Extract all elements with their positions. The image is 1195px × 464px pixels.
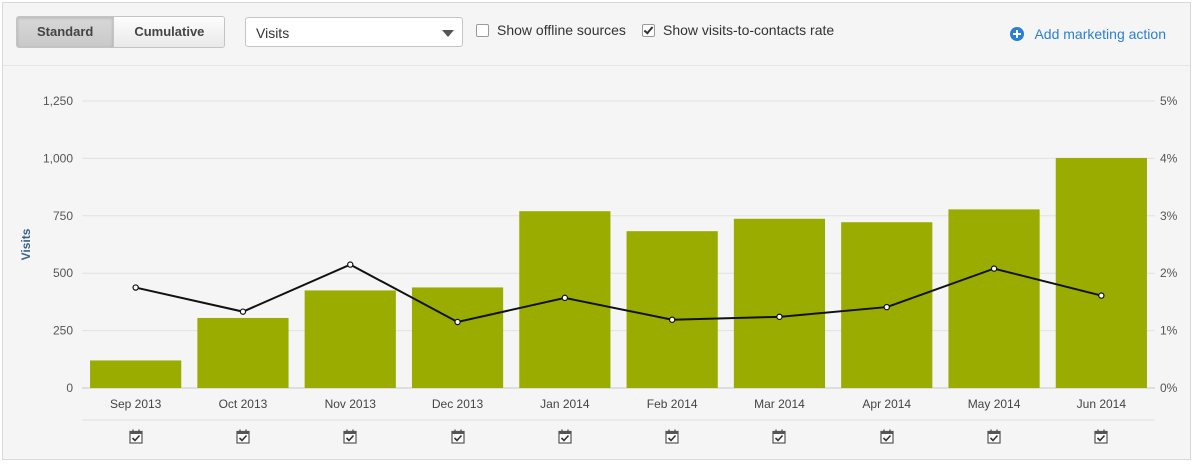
- show-offline-sources-label: Show offline sources: [497, 22, 626, 38]
- calendar-check-icon[interactable]: [129, 429, 143, 444]
- add-marketing-action-link[interactable]: Add marketing action: [1010, 26, 1166, 42]
- y-axis-title: Visits: [19, 228, 33, 260]
- rate-point: [990, 265, 998, 272]
- x-tick-label: Oct 2013: [219, 397, 268, 411]
- bar: [626, 231, 718, 388]
- bar: [197, 317, 289, 388]
- cumulative-button[interactable]: Cumulative: [113, 17, 225, 47]
- rate-point: [239, 308, 247, 315]
- rate-line: [135, 263, 1102, 324]
- y2-tick-label: 4%: [1160, 151, 1178, 165]
- calendar-check-icon[interactable]: [772, 429, 787, 444]
- y-tick-label: 1,000: [43, 151, 73, 165]
- rate-point: [1098, 292, 1105, 299]
- rate-point: [132, 284, 139, 291]
- x-tick-label: Sep 2013: [110, 397, 162, 411]
- x-tick-label: May 2014: [968, 397, 1021, 411]
- bar: [1055, 157, 1147, 388]
- toolbar: Standard Cumulative Visits Show offline …: [3, 3, 1190, 66]
- show-offline-sources-checkbox[interactable]: Show offline sources: [476, 22, 626, 38]
- x-tick-label: Nov 2013: [325, 397, 377, 411]
- x-tick-label: Jun 2014: [1077, 397, 1127, 411]
- y-tick-label: 1,250: [43, 94, 73, 108]
- rate-point: [883, 303, 890, 311]
- y2-tick-label: 0%: [1160, 381, 1178, 395]
- rate-point: [347, 261, 354, 268]
- x-tick-label: Mar 2014: [754, 397, 805, 411]
- show-rate-label: Show visits-to-contacts rate: [663, 22, 835, 38]
- plus-circle-icon: [1010, 27, 1025, 41]
- calendar-check-icon[interactable]: [558, 429, 572, 444]
- calendar-check-icon[interactable]: [236, 429, 250, 444]
- standard-button[interactable]: Standard: [17, 17, 114, 47]
- calendar-check-icon[interactable]: [343, 429, 357, 444]
- bar: [90, 360, 182, 388]
- x-tick-label: Jan 2014: [540, 397, 590, 411]
- y2-tick-label: 5%: [1160, 94, 1178, 108]
- y-tick-label: 500: [53, 266, 73, 280]
- chevron-down-icon: [442, 30, 454, 37]
- y-tick-label: 250: [53, 324, 73, 338]
- bar: [948, 209, 1040, 388]
- rate-point: [454, 318, 461, 326]
- bar: [411, 287, 504, 388]
- metric-select[interactable]: Visits: [245, 17, 463, 47]
- show-rate-checkbox[interactable]: Show visits-to-contacts rate: [642, 22, 834, 38]
- y2-tick-label: 2%: [1160, 266, 1178, 280]
- rate-point: [561, 294, 569, 302]
- calendar-check-icon[interactable]: [1094, 429, 1108, 444]
- y-tick-label: 750: [53, 209, 73, 223]
- bar: [304, 290, 396, 388]
- x-tick-label: Feb 2014: [647, 397, 698, 411]
- y2-tick-label: 3%: [1160, 209, 1178, 223]
- metric-select-value: Visits: [256, 25, 290, 41]
- y-tick-label: 0: [66, 381, 73, 395]
- x-tick-label: Dec 2013: [432, 397, 484, 411]
- rate-point: [668, 316, 676, 323]
- calendar-check-icon[interactable]: [665, 429, 679, 444]
- add-marketing-action-label: Add marketing action: [1034, 26, 1166, 42]
- mode-toggle: Standard Cumulative: [16, 16, 226, 48]
- rate-point: [776, 313, 783, 321]
- calendar-check-icon[interactable]: [880, 429, 894, 444]
- y2-tick-label: 1%: [1160, 324, 1178, 338]
- calendar-check-icon[interactable]: [987, 429, 1001, 444]
- checkbox-checked-icon: [642, 23, 655, 37]
- bar: [733, 218, 826, 388]
- checkbox-icon: [476, 23, 489, 37]
- x-tick-label: Apr 2014: [862, 397, 911, 411]
- calendar-check-icon[interactable]: [450, 429, 465, 444]
